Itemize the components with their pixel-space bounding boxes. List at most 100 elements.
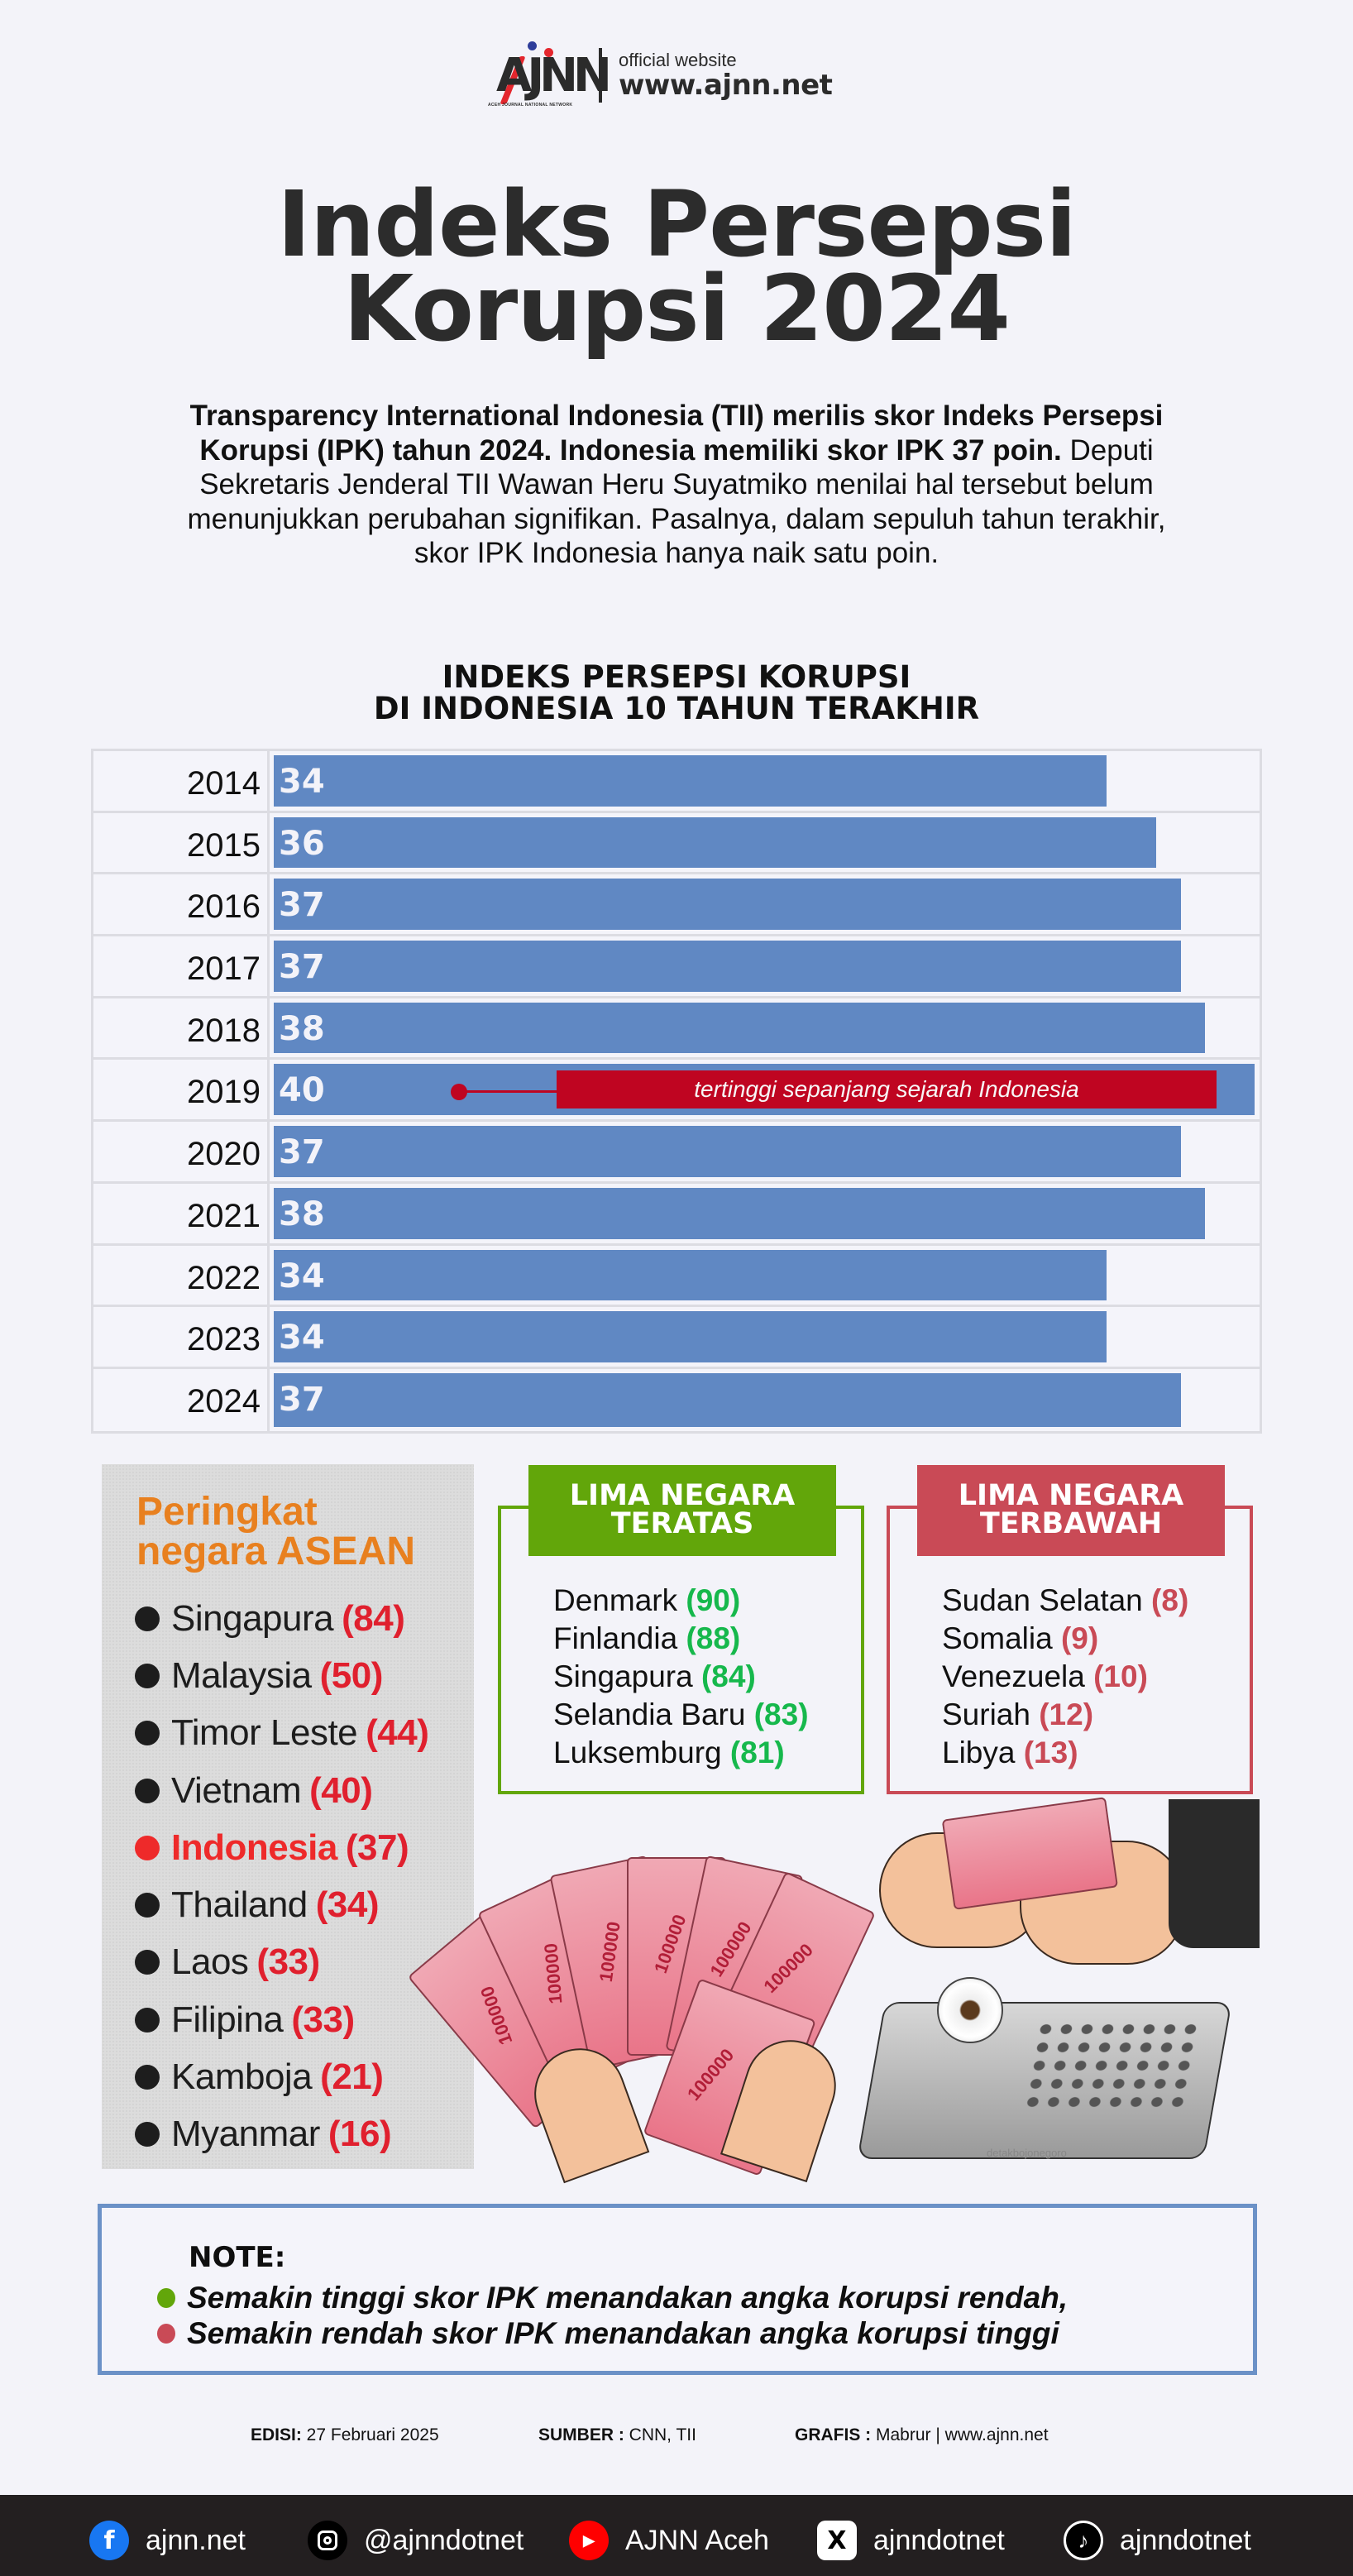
youtube-channel: AJNN Aceh (625, 2524, 769, 2556)
instagram-icon (308, 2521, 347, 2560)
country-name: Suriah (942, 1697, 1030, 1731)
score-value: 34 (279, 1319, 325, 1357)
bullet-icon (135, 2122, 160, 2147)
score-bar (274, 755, 1107, 807)
facebook-icon: f (89, 2521, 129, 2560)
score-value: 38 (279, 1195, 325, 1233)
score-bar (274, 879, 1181, 931)
country-score: (33) (291, 1999, 355, 2040)
country-score: (8) (1151, 1583, 1189, 1617)
score-bar (274, 1311, 1107, 1362)
social-youtube[interactable]: ▶ AJNN Aceh (569, 2521, 769, 2560)
bullet-icon (135, 1950, 160, 1975)
x-icon: X (817, 2521, 857, 2560)
country-name: Selandia Baru (553, 1697, 746, 1731)
bottom-five-heading: LIMA NEGARA TERBAWAH (917, 1465, 1225, 1556)
country-list-item: Selandia Baru (83) (553, 1696, 809, 1734)
country-name: Singapura (171, 1597, 334, 1639)
note-heading: NOTE: (189, 2241, 286, 2274)
country-name: Laos (171, 1942, 249, 1983)
year-label: 2016 (93, 874, 270, 935)
score-bar (274, 1187, 1206, 1239)
note-box: NOTE: Semakin tinggi skor IPK menandakan… (98, 2204, 1257, 2375)
score-value: 37 (279, 1133, 325, 1172)
social-facebook[interactable]: f ajnn.net (89, 2521, 246, 2560)
country-name: Timor Leste (171, 1712, 358, 1754)
bullet-icon (135, 1893, 160, 1918)
country-name: Indonesia (171, 1827, 337, 1868)
ajnn-logo[interactable]: AJNN ACEH JOURNAL NATIONAL NETWORK (488, 40, 612, 111)
bullet-icon (135, 1721, 160, 1746)
intro-regular-text: Deputi Sekretaris Jenderal TII Wawan Her… (187, 433, 1166, 570)
bullet-icon (135, 1835, 160, 1860)
instagram-handle: @ajnndotnet (364, 2524, 524, 2556)
chart-row: 2022 34 (93, 1245, 1260, 1308)
social-tiktok[interactable]: ♪ ajnndotnet (1064, 2521, 1251, 2560)
cash-register-icon (857, 2002, 1232, 2159)
country-name: Libya (942, 1736, 1016, 1769)
score-value: 37 (279, 948, 325, 987)
bottom-five-heading-line-2: TERBAWAH (979, 1507, 1163, 1540)
year-label: 2018 (93, 998, 270, 1058)
top-five-list: Denmark (90) Finlandia (88) Singapura (84)… (553, 1582, 809, 1772)
country-score: (37) (345, 1827, 409, 1868)
country-name: Venezuela (942, 1659, 1085, 1693)
intro-bold-text: Transparency International Indonesia (TI… (189, 400, 1164, 467)
bullet-icon (135, 1778, 160, 1803)
country-name: Sudan Selatan (942, 1583, 1143, 1617)
edition-credit: EDISI: 27 Februari 2025 (251, 2425, 439, 2444)
youtube-icon: ▶ (569, 2521, 609, 2560)
top-five-heading-line-2: TERATAS (610, 1507, 754, 1540)
year-label: 2024 (93, 1368, 270, 1431)
chart-row: 2024 37 (93, 1368, 1260, 1431)
chart-row: 2021 38 (93, 1183, 1260, 1246)
bullet-icon (135, 2065, 160, 2090)
money-illustration: 100000 100000 100000 100000 100000 10000… (407, 1797, 1260, 2184)
score-value: 36 (279, 824, 325, 863)
chart-title: INDEKS PERSEPSI KORUPSI DI INDONESIA 10 … (0, 662, 1353, 725)
website-block: official website www.ajnn.net (619, 51, 833, 102)
logo-blue-dot (528, 41, 537, 50)
score-value: 38 (279, 1009, 325, 1048)
top-five-heading: LIMA NEGARA TERATAS (528, 1465, 836, 1556)
score-bar (274, 1372, 1181, 1427)
chart-row: 2020 37 (93, 1122, 1260, 1184)
chart-row: 2023 34 (93, 1307, 1260, 1369)
asean-list-item: Laos (33) (135, 1934, 428, 1991)
social-footer: f ajnn.net @ajnndotnet ▶ AJNN Aceh X ajn… (0, 2495, 1353, 2576)
asean-heading-line-2: negara ASEAN (136, 1530, 415, 1573)
social-x[interactable]: X ajnndotnet (817, 2521, 1005, 2560)
note-line-high: Semakin tinggi skor IPK menandakan angka… (157, 2281, 1068, 2315)
tiktok-icon: ♪ (1064, 2521, 1103, 2560)
chart-row: 2018 38 (93, 998, 1260, 1061)
year-label: 2015 (93, 812, 270, 873)
country-name: Myanmar (171, 2114, 320, 2155)
country-score: (13) (1023, 1736, 1078, 1769)
site-header: AJNN ACEH JOURNAL NATIONAL NETWORK offic… (488, 40, 833, 111)
country-name: Luksemburg (553, 1736, 722, 1769)
asean-list-item: Singapura (84) (135, 1590, 428, 1647)
note-line-1-text: Semakin tinggi skor IPK menandakan angka… (187, 2281, 1069, 2315)
website-link[interactable]: www.ajnn.net (619, 69, 833, 102)
country-score: (84) (342, 1597, 405, 1639)
asean-heading: Peringkat negara ASEAN (136, 1492, 415, 1572)
asean-list-item: Myanmar (16) (135, 2106, 428, 2163)
year-label: 2019 (93, 1060, 270, 1120)
asean-list-item: Timor Leste (44) (135, 1705, 429, 1762)
top-five-box: LIMA NEGARA TERATAS Denmark (90) Finlandi… (498, 1465, 864, 1794)
country-list-item: Sudan Selatan (8) (942, 1582, 1188, 1620)
year-label: 2021 (93, 1183, 270, 1243)
country-score: (88) (686, 1621, 741, 1655)
asean-list-item: Kamboja (21) (135, 2048, 428, 2105)
source-credit: SUMBER : CNN, TII (538, 2425, 696, 2444)
country-name: Thailand (171, 1884, 308, 1926)
social-instagram[interactable]: @ajnndotnet (308, 2521, 524, 2560)
score-value: 37 (279, 1380, 325, 1419)
country-list-item: Libya (13) (942, 1734, 1188, 1772)
country-score: (12) (1039, 1697, 1094, 1731)
intro-paragraph: Transparency International Indonesia (TI… (182, 399, 1171, 571)
score-bar (274, 1249, 1107, 1301)
chart-row: 2015 36 (93, 812, 1260, 875)
year-label: 2022 (93, 1245, 270, 1305)
